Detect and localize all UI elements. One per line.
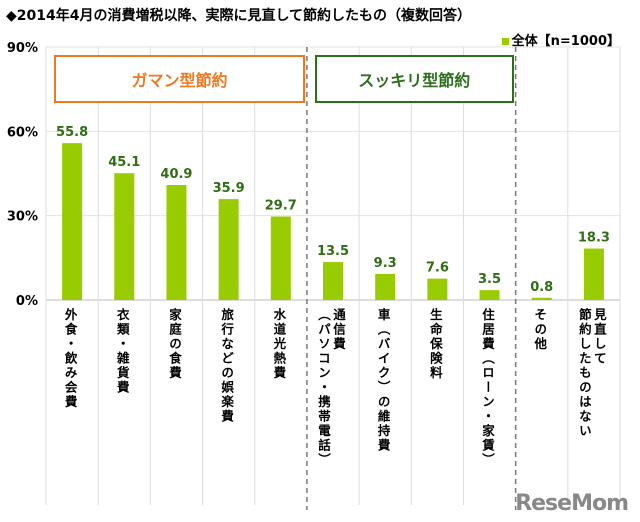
category-label: 生命保険料 — [427, 308, 443, 381]
bar — [531, 297, 552, 300]
category-label: 通信費 （パソコン・携帯電話） — [316, 308, 346, 468]
group-box: ガマン型節約 — [54, 55, 305, 103]
y-tick-label: 90% — [7, 41, 38, 56]
value-label: 45.1 — [108, 155, 140, 170]
bar — [166, 185, 187, 300]
bar — [583, 248, 604, 300]
value-label: 9.3 — [374, 256, 397, 271]
value-label: 18.3 — [578, 231, 610, 246]
legend-label: 全体【n=1000】 — [511, 34, 620, 49]
category-label: 旅行などの娯楽費 — [219, 308, 235, 424]
bar — [114, 173, 135, 300]
value-label: 7.6 — [426, 261, 449, 276]
category-label: 衣類・雑貨費 — [114, 308, 130, 395]
category-label: 水道光熱費 — [271, 308, 287, 381]
bar — [427, 278, 448, 300]
resemom-logo: ReseMom — [515, 491, 629, 516]
value-label: 40.9 — [160, 167, 192, 182]
group-box: スッキリ型節約 — [314, 55, 514, 103]
category-label: 家庭の食費 — [166, 308, 182, 381]
bar — [479, 290, 500, 300]
y-tick-label: 0% — [16, 294, 38, 309]
bar — [270, 216, 291, 300]
value-label: 35.9 — [213, 181, 245, 196]
value-label: 13.5 — [317, 244, 349, 259]
chart-title: ◆2014年4月の消費増税以降、実際に見直して節約したもの（複数回答） — [6, 8, 472, 24]
value-label: 3.5 — [478, 272, 501, 287]
bar — [62, 143, 83, 300]
bar — [375, 273, 396, 300]
category-label: 見直して 節約したものはない — [576, 308, 607, 439]
legend: 全体【n=1000】 — [501, 30, 620, 49]
bar — [218, 199, 239, 300]
category-label: その他 — [532, 308, 548, 352]
value-label: 55.8 — [56, 125, 88, 140]
legend-swatch — [501, 38, 509, 45]
y-tick-label: 60% — [7, 125, 38, 140]
category-label: 住居費（ローン・家賃） — [480, 308, 496, 468]
y-tick-label: 30% — [7, 210, 38, 225]
category-label: 外食・飲み会費 — [62, 308, 78, 410]
category-label: 車（バイク）の維持費 — [375, 308, 391, 453]
value-label: 29.7 — [265, 199, 297, 214]
value-label: 0.8 — [530, 280, 553, 295]
bar — [323, 262, 343, 300]
